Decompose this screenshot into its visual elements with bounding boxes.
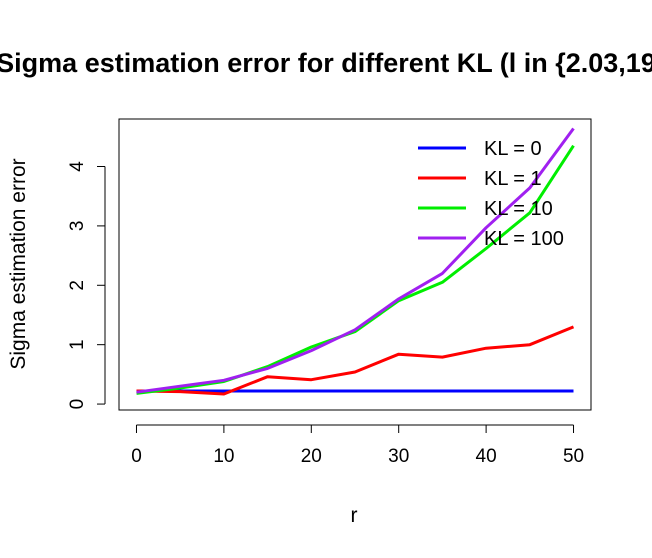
y-axis-label: Sigma estimation error <box>7 158 30 369</box>
chart-title: Sigma estimation error for different KL … <box>0 48 652 78</box>
y-tick-label: 4 <box>67 161 88 172</box>
x-tick-label: 40 <box>476 446 497 467</box>
y-tick-label: 3 <box>67 221 88 232</box>
y-tick-label: 2 <box>67 280 88 291</box>
x-tick-label: 10 <box>213 446 234 467</box>
legend-label-2: KL = 1 <box>484 168 542 190</box>
series-lines <box>136 127 575 396</box>
legend: KL = 0 KL = 1 KL = 10 KL = 100 <box>418 138 564 250</box>
y-tick-label: 0 <box>67 399 88 410</box>
x-axis: 0 10 20 30 40 50 <box>131 424 584 467</box>
plot-frame <box>118 118 592 411</box>
x-tick-label: 30 <box>388 446 409 467</box>
legend-label-4: KL = 100 <box>484 228 564 250</box>
x-tick-label: 20 <box>301 446 322 467</box>
series-line-2 <box>136 325 575 396</box>
legend-label-1: KL = 0 <box>484 138 542 160</box>
legend-label-3: KL = 10 <box>484 198 553 220</box>
y-axis: 0 1 2 3 4 <box>67 161 106 410</box>
x-tick-label: 0 <box>131 446 142 467</box>
x-axis-label: r <box>351 504 358 527</box>
series-line-4 <box>136 127 575 394</box>
y-tick-label: 1 <box>67 339 88 350</box>
x-tick-label: 50 <box>563 446 584 467</box>
